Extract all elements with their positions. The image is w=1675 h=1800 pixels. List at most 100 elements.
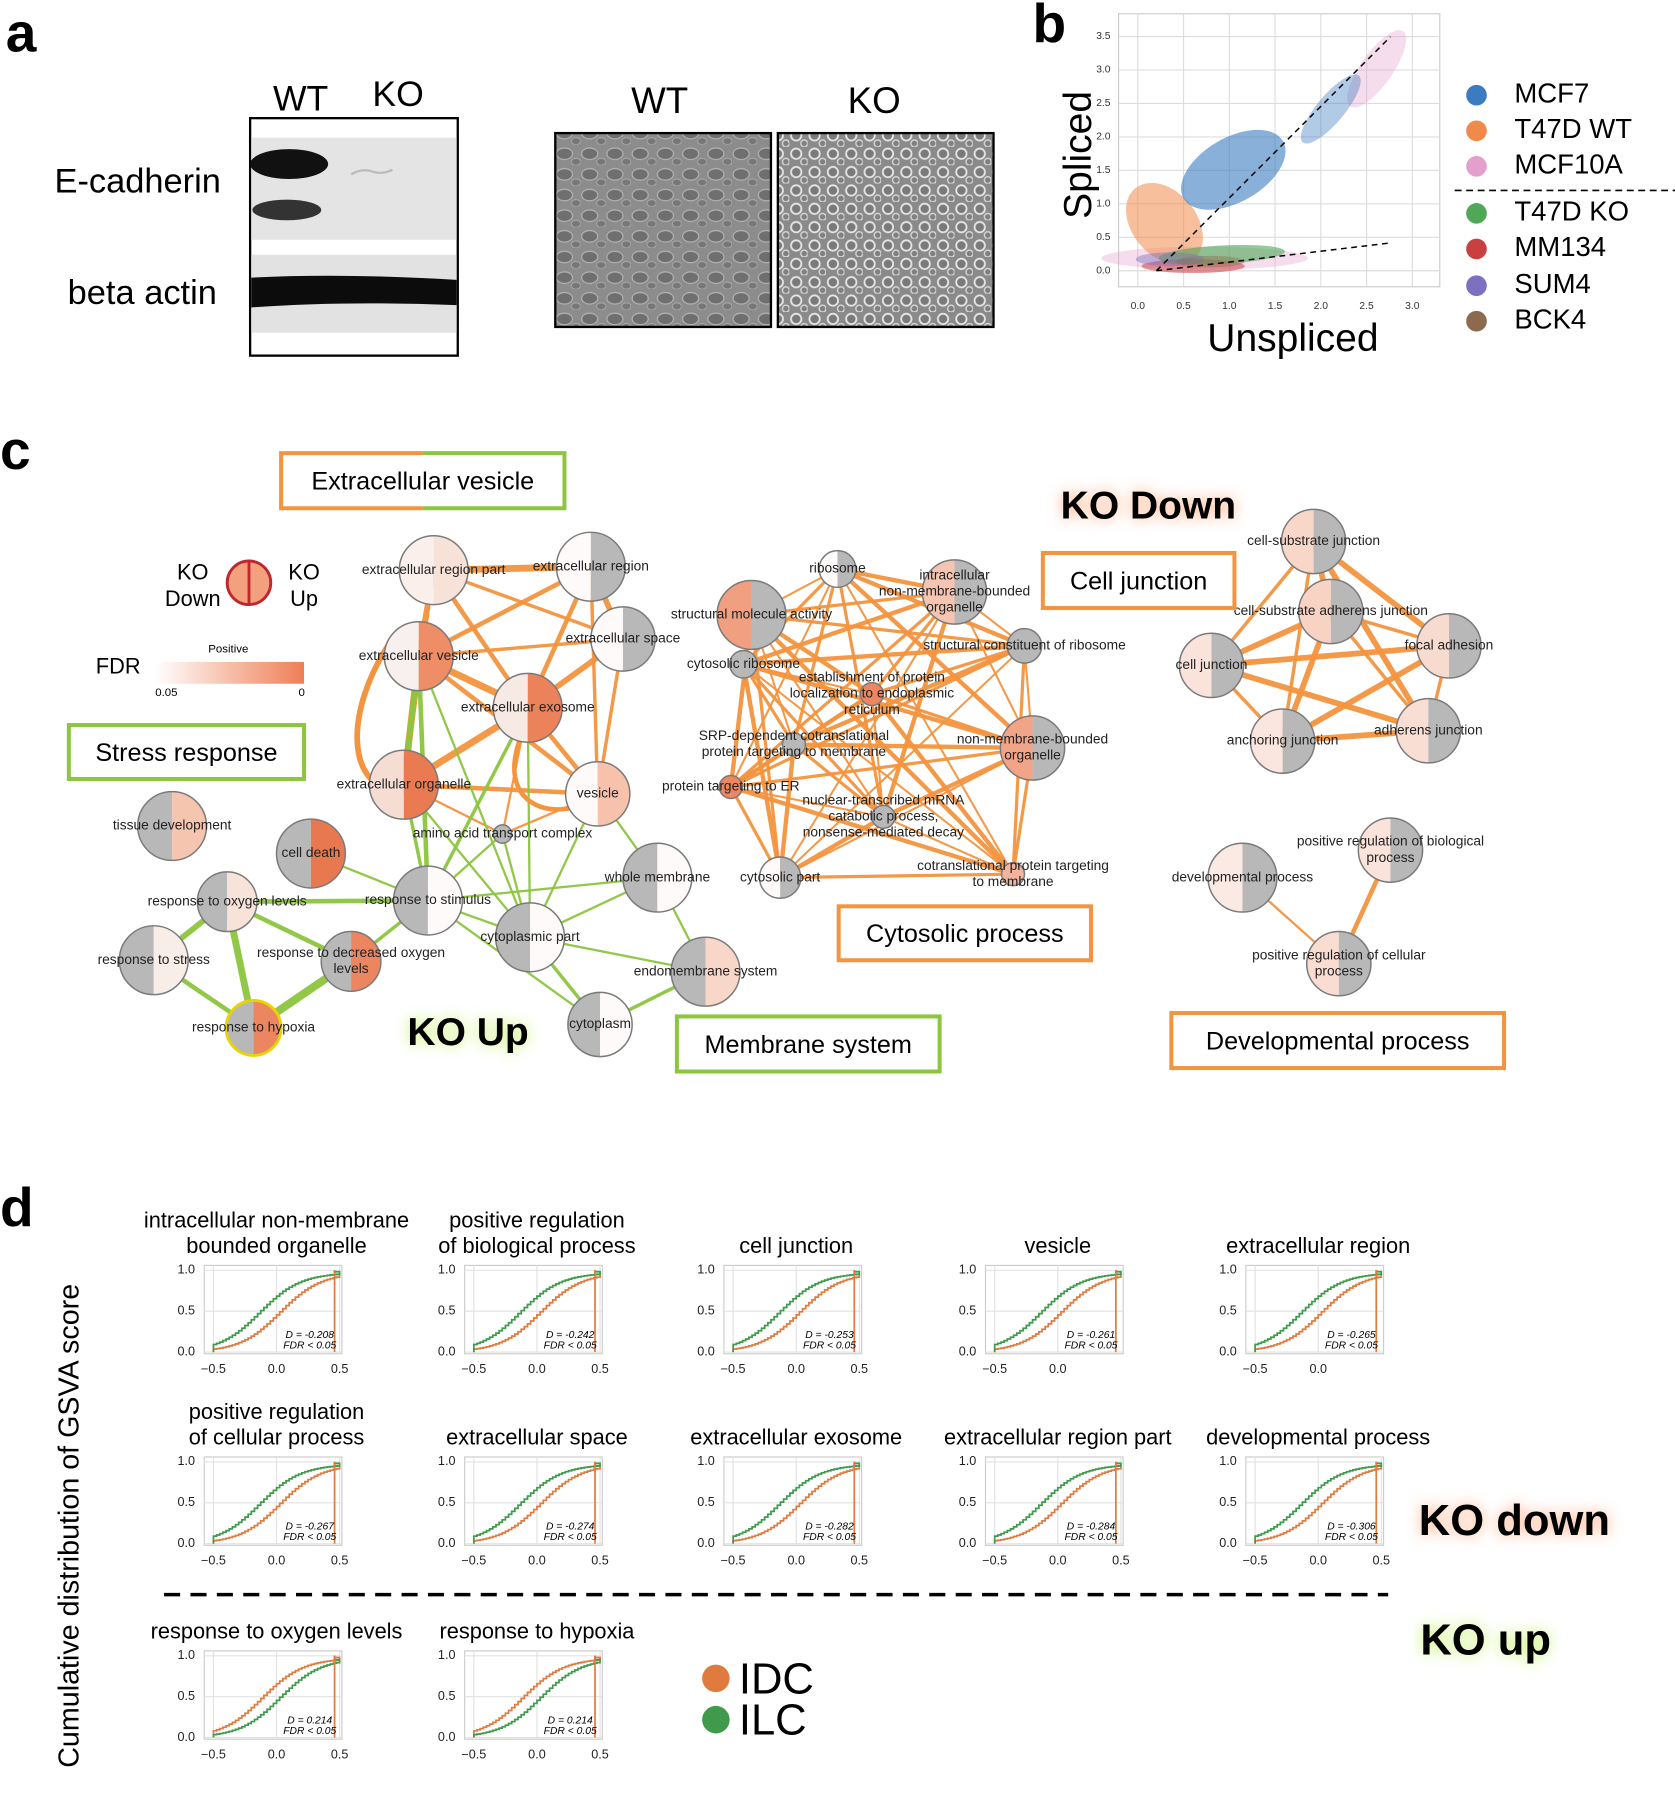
chart-title: positive regulation: [189, 1399, 365, 1424]
y-tick-label: 0.0: [697, 1344, 715, 1358]
y-tick-label: 0.5: [1219, 1304, 1237, 1318]
y-tick-label: 0.5: [178, 1689, 196, 1703]
cdf-curve: [212, 1461, 341, 1544]
y-tick-label: 0.0: [697, 1536, 715, 1550]
y-tick-label: 1.0: [178, 1263, 196, 1277]
chart-title: bounded organelle: [186, 1233, 366, 1258]
node-half-up: [1428, 698, 1461, 763]
network-edge: [1208, 643, 1452, 669]
legend-swatch: [1466, 120, 1487, 142]
chart-title: intracellular non-membrane: [144, 1208, 409, 1233]
chart-title: extracellular exosome: [690, 1424, 902, 1449]
point-cloud: [1181, 129, 1286, 210]
group-box: [674, 1014, 942, 1074]
annotation: FDR < 0.05: [1325, 1532, 1378, 1543]
node-label: extracellular region: [533, 558, 649, 573]
cdf-curve: [1254, 1461, 1383, 1544]
node-label: cytosolic ribosome: [687, 656, 800, 671]
node-half-up: [954, 559, 987, 625]
group-label: Extracellular vesicle: [311, 468, 534, 496]
point-cloud: [1347, 30, 1407, 108]
x-tick-label: −0.5: [201, 1362, 226, 1376]
node: [1416, 613, 1482, 679]
node-half-down: [556, 532, 591, 602]
annotation: FDR < 0.05: [544, 1532, 597, 1543]
node-label: organelle: [926, 600, 983, 615]
y-tick-label: 0.0: [438, 1536, 456, 1550]
y-tick-label: 0.5: [959, 1304, 977, 1318]
node-half-down: [393, 866, 428, 935]
annotation: D = -0.253: [805, 1330, 854, 1341]
glow: KO up: [1420, 1616, 1551, 1664]
network-edge: [870, 693, 885, 818]
legend-swatch: [702, 1664, 730, 1693]
cdf-curve: [473, 1461, 601, 1544]
node: [921, 559, 988, 625]
chart-title: vesicle: [1024, 1233, 1091, 1258]
x-tick-label: 0.5: [331, 1554, 349, 1568]
node: [118, 925, 189, 996]
big-label: KO Down: [1061, 485, 1236, 528]
glow: KO Down: [1061, 485, 1236, 528]
node: [1305, 930, 1372, 997]
node-half-down: [729, 650, 744, 679]
network-edge: [741, 589, 957, 667]
x-tick-label: −0.5: [721, 1362, 746, 1376]
node: [1297, 578, 1364, 645]
node-half-up: [1282, 708, 1315, 774]
x-tick-label: 0.0: [1309, 1362, 1327, 1376]
legend-label: IDC: [739, 1655, 814, 1703]
x-tick-label: −0.5: [1243, 1554, 1268, 1568]
node-label: non-membrane-bounded: [957, 732, 1108, 747]
group-label: Stress response: [95, 739, 277, 767]
node: [670, 936, 741, 1007]
node-half-down: [137, 791, 173, 861]
node-label: extracellular organelle: [337, 776, 472, 791]
y-tick-label: 2.5: [1096, 98, 1111, 109]
y-tick-label: 1.0: [959, 1263, 977, 1277]
annotation: FDR < 0.05: [283, 1726, 336, 1737]
y-tick-label: 2.0: [1096, 132, 1111, 143]
node: [320, 930, 382, 992]
fdr-gradient: [154, 661, 305, 684]
legend-label: Down: [165, 586, 221, 611]
network-edge: [729, 644, 1027, 789]
node-label: process: [1315, 963, 1363, 978]
node-label: vesicle: [577, 786, 619, 801]
y-tick-label: 0.5: [697, 1495, 715, 1509]
network-edge: [791, 742, 1035, 751]
blot-band: [251, 275, 457, 308]
node-label: response to stimulus: [365, 892, 491, 907]
node-half-up: [502, 824, 512, 844]
y-tick-label: 0.0: [178, 1730, 196, 1744]
node: [1000, 861, 1026, 887]
chart-title: extracellular region: [1226, 1233, 1410, 1258]
annotation: D = -0.274: [546, 1522, 595, 1533]
x-tick-label: 0.0: [268, 1362, 286, 1376]
legend-swatch: [1466, 156, 1487, 177]
annotation: D = 0.214: [287, 1716, 332, 1727]
x-tick-label: 0.5: [851, 1554, 869, 1568]
network-edge: [1280, 539, 1316, 743]
node-label: cell junction: [1176, 657, 1248, 672]
node-label: structural constituent of ribosome: [923, 638, 1126, 653]
x-tick-label: 0.5: [591, 1748, 609, 1762]
node-half-down: [369, 750, 404, 820]
y-tick-label: 1.0: [178, 1454, 196, 1468]
node-half-up: [600, 992, 633, 1057]
node-half-down: [493, 824, 503, 844]
cdf-curve: [212, 1461, 341, 1544]
micrograph: [554, 131, 773, 329]
node-label: anchoring junction: [1227, 733, 1339, 748]
x-tick-label: 0.5: [331, 1748, 349, 1762]
y-tick-label: 1.0: [697, 1454, 715, 1468]
node-label: protein targeting to ER: [662, 779, 800, 794]
micrograph-label: KO: [848, 80, 901, 121]
network-edge: [729, 785, 885, 818]
node-label: extracellular region part: [362, 562, 506, 577]
x-tick-label: 0.0: [1309, 1554, 1327, 1568]
node-half-up: [530, 902, 565, 972]
node-half-up: [1313, 509, 1346, 574]
y-tick-label: 0.5: [1219, 1495, 1237, 1509]
x-tick-label: 0.5: [331, 1362, 349, 1376]
